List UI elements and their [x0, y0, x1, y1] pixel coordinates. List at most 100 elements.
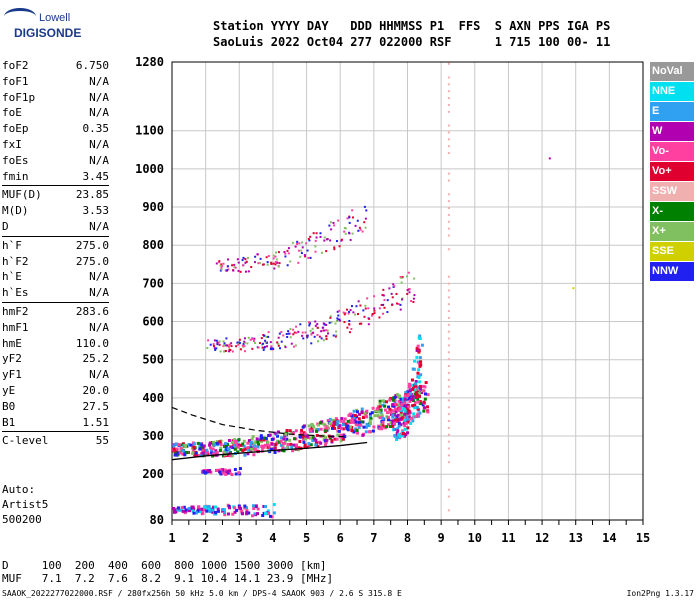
echo-point: [404, 391, 408, 395]
echo-point: [312, 232, 315, 235]
echo-point: [246, 446, 250, 450]
echo-point: [413, 359, 417, 363]
echo-point: [230, 454, 234, 458]
param-value: 55: [95, 434, 109, 448]
echo-point: [205, 470, 209, 474]
echo-point: [284, 252, 287, 255]
echo-point: [208, 510, 212, 514]
param-value: N/A: [89, 74, 109, 88]
echo-point: [402, 403, 406, 407]
echo-point: [411, 419, 415, 423]
echo-point: [248, 439, 252, 443]
echo-point: [226, 265, 229, 268]
echo-point: [399, 411, 403, 415]
param-row: yF2 25.2: [2, 351, 109, 367]
echo-point: [282, 449, 286, 453]
echo-point: [183, 444, 187, 448]
echo-point: [344, 232, 347, 235]
echo-point: [220, 263, 223, 266]
echo-point: [261, 513, 265, 517]
interference-point: [447, 447, 450, 450]
echo-point: [237, 438, 241, 442]
echo-point: [322, 422, 326, 426]
echo-point: [191, 451, 195, 455]
echo-point: [261, 346, 264, 349]
echo-point: [230, 473, 234, 477]
echo-point: [237, 269, 240, 272]
echo-point: [270, 442, 274, 446]
echo-point: [307, 321, 310, 324]
echo-point: [390, 292, 393, 295]
echo-point: [280, 436, 284, 440]
echo-point: [262, 263, 265, 266]
echo-point: [213, 505, 217, 509]
echo-point: [196, 507, 200, 511]
echo-point: [403, 427, 407, 431]
echo-point: [285, 333, 288, 336]
param-name: foEp: [2, 122, 29, 136]
echo-point: [391, 420, 395, 424]
echo-point: [403, 424, 407, 428]
x-tick-label: 6: [337, 531, 344, 545]
echo-point: [337, 219, 340, 222]
echo-point: [381, 420, 385, 424]
echo-point: [307, 237, 310, 240]
echo-point: [414, 380, 418, 384]
echo-point: [352, 311, 355, 314]
echo-point: [345, 427, 349, 431]
auto-code: 500200: [2, 513, 42, 526]
echo-point: [397, 403, 401, 407]
echo-point: [375, 409, 379, 413]
echo-point: [222, 508, 226, 512]
echo-point: [266, 261, 269, 264]
echo-point: [383, 299, 386, 302]
echo-point: [198, 444, 202, 448]
param-row: h`F2 275.0: [2, 254, 109, 270]
echo-point: [179, 447, 183, 451]
echo-point: [187, 509, 191, 513]
echo-point: [333, 420, 337, 424]
echo-point: [331, 424, 335, 428]
echo-point: [270, 261, 273, 264]
echo-point: [346, 217, 349, 220]
echo-point: [360, 322, 363, 325]
x-tick-label: 13: [568, 531, 582, 545]
echo-point: [417, 392, 421, 396]
echo-point: [383, 408, 387, 412]
echo-point: [356, 219, 359, 222]
echo-point: [256, 253, 259, 256]
echo-point: [404, 432, 408, 436]
echo-point: [201, 451, 205, 455]
echo-point: [359, 420, 363, 424]
echo-point: [406, 275, 409, 278]
param-value: 283.6: [75, 304, 109, 318]
echo-point: [231, 512, 235, 516]
echo-point: [194, 511, 198, 515]
echo-point: [375, 407, 379, 411]
echo-point: [382, 303, 385, 306]
param-value: 20.0: [82, 383, 110, 397]
echo-point: [329, 316, 332, 319]
echo-point: [420, 391, 424, 395]
echo-point: [409, 392, 413, 396]
echo-point: [373, 312, 376, 315]
echo-point: [397, 399, 401, 403]
echo-point: [378, 399, 382, 403]
interference-point: [447, 454, 450, 457]
echo-point: [313, 437, 317, 441]
echo-point: [411, 404, 415, 408]
echo-point: [399, 397, 403, 401]
echo-point: [301, 334, 304, 337]
param-name: MUF(D): [2, 188, 42, 202]
echo-point: [381, 399, 385, 403]
echo-point: [270, 347, 273, 350]
echo-point: [402, 397, 406, 401]
echo-point: [419, 363, 423, 367]
echo-point: [281, 446, 285, 450]
echo-point: [392, 427, 396, 431]
echo-point: [214, 512, 218, 516]
echo-point: [281, 444, 285, 448]
echo-point: [307, 442, 311, 446]
param-name: C-level: [2, 434, 49, 448]
echo-point: [372, 425, 376, 429]
